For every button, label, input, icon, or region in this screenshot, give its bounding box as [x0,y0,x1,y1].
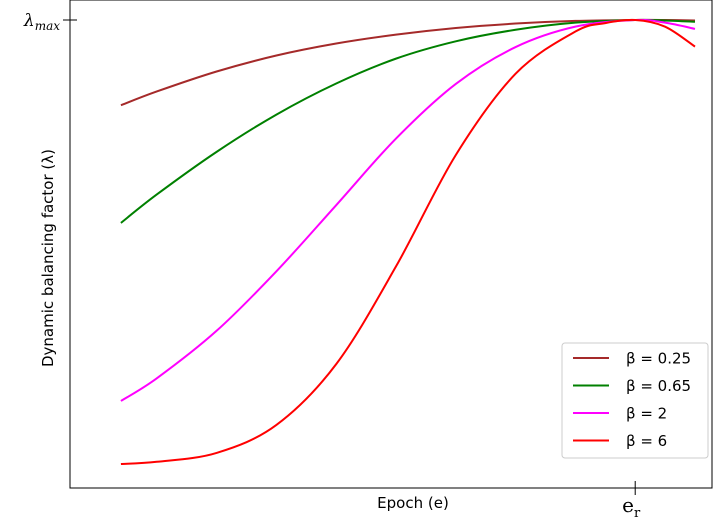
series-line-4 [120,18,696,465]
legend: β = 0.25 β = 0.65 β = 2 β = 6 [561,342,709,459]
series-layer [120,18,696,465]
series-line-1 [120,18,696,107]
series-line-2 [120,18,696,224]
legend-items: β = 0.25 β = 0.65 β = 2 β = 6 [573,350,691,450]
legend-frame [561,342,709,459]
legend-label-4: β = 6 [626,432,667,450]
legend-label-1: β = 0.25 [626,350,691,368]
x-axis-label: Epoch (e) [377,494,449,512]
x-tick-label: er [622,493,641,520]
ticks-layer: λmax er [23,11,641,520]
legend-label-2: β = 0.65 [626,377,691,395]
legend-label-3: β = 2 [626,405,667,423]
plot-area-frame [69,0,713,489]
y-axis-label: Dynamic balancing factor (λ) [39,149,57,367]
y-tick-label: λmax [23,11,60,33]
